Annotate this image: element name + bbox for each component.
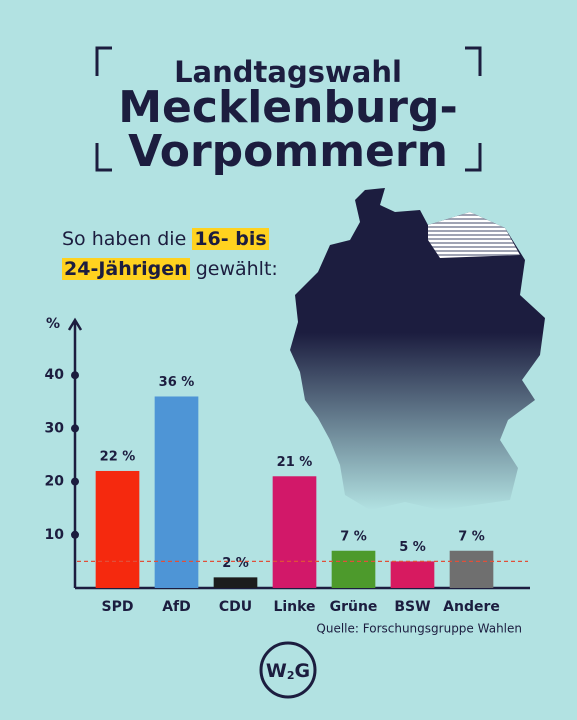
- subtitle-text: So haben die: [62, 228, 187, 250]
- value-label: 36 %: [159, 375, 195, 390]
- subtitle-highlight: 24-Jährigen: [62, 258, 190, 280]
- subtitle: So haben die 16- bis 24-Jährigen gewählt…: [62, 224, 278, 284]
- germany-map: [290, 188, 545, 510]
- y-tick-label: 40: [45, 367, 65, 383]
- brackets: [95, 46, 482, 172]
- logo: W2G: [266, 660, 310, 683]
- x-tick-label: SPD: [102, 599, 134, 615]
- logo-part: G: [295, 660, 311, 682]
- y-axis: [67, 317, 83, 588]
- value-label: 7 %: [340, 529, 367, 544]
- source: Quelle: Forschungsgruppe Wahlen: [316, 622, 522, 636]
- bar: [449, 550, 494, 588]
- y-axis-label: %: [46, 316, 60, 332]
- y-tick-label: 30: [45, 420, 65, 436]
- x-tick-label: Andere: [443, 599, 500, 615]
- subtitle-highlight: 16- bis: [192, 228, 269, 250]
- y-tick-label: 10: [45, 527, 65, 543]
- x-tick-label: Linke: [273, 599, 315, 615]
- value-label: 21 %: [277, 455, 313, 470]
- x-tick-label: BSW: [394, 599, 430, 615]
- value-label: 22 %: [100, 449, 136, 464]
- x-tick-label: Grüne: [330, 599, 378, 615]
- value-label: 5 %: [399, 540, 426, 555]
- bar: [95, 470, 140, 588]
- bar: [154, 396, 199, 588]
- bar: [272, 476, 317, 588]
- y-tick: [71, 530, 79, 539]
- y-tick: [71, 371, 79, 380]
- title-line: Mecklenburg-: [118, 82, 458, 133]
- value-label: 2 %: [222, 556, 249, 571]
- x-tick-label: AfD: [162, 599, 191, 615]
- y-tick-label: 20: [45, 474, 65, 490]
- title-line: Vorpommern: [128, 126, 448, 177]
- logo-part: 2: [287, 669, 295, 682]
- logo-part: W: [266, 660, 287, 682]
- bar: [331, 550, 376, 588]
- bar: [390, 561, 435, 588]
- y-tick: [71, 424, 79, 433]
- y-tick: [71, 477, 79, 486]
- value-label: 7 %: [458, 529, 485, 544]
- bar: [213, 577, 258, 588]
- logo-ring: [259, 641, 317, 699]
- x-tick-label: CDU: [219, 599, 252, 615]
- title-line: Landtagswahl: [174, 55, 402, 89]
- subtitle-text: gewählt:: [195, 258, 278, 280]
